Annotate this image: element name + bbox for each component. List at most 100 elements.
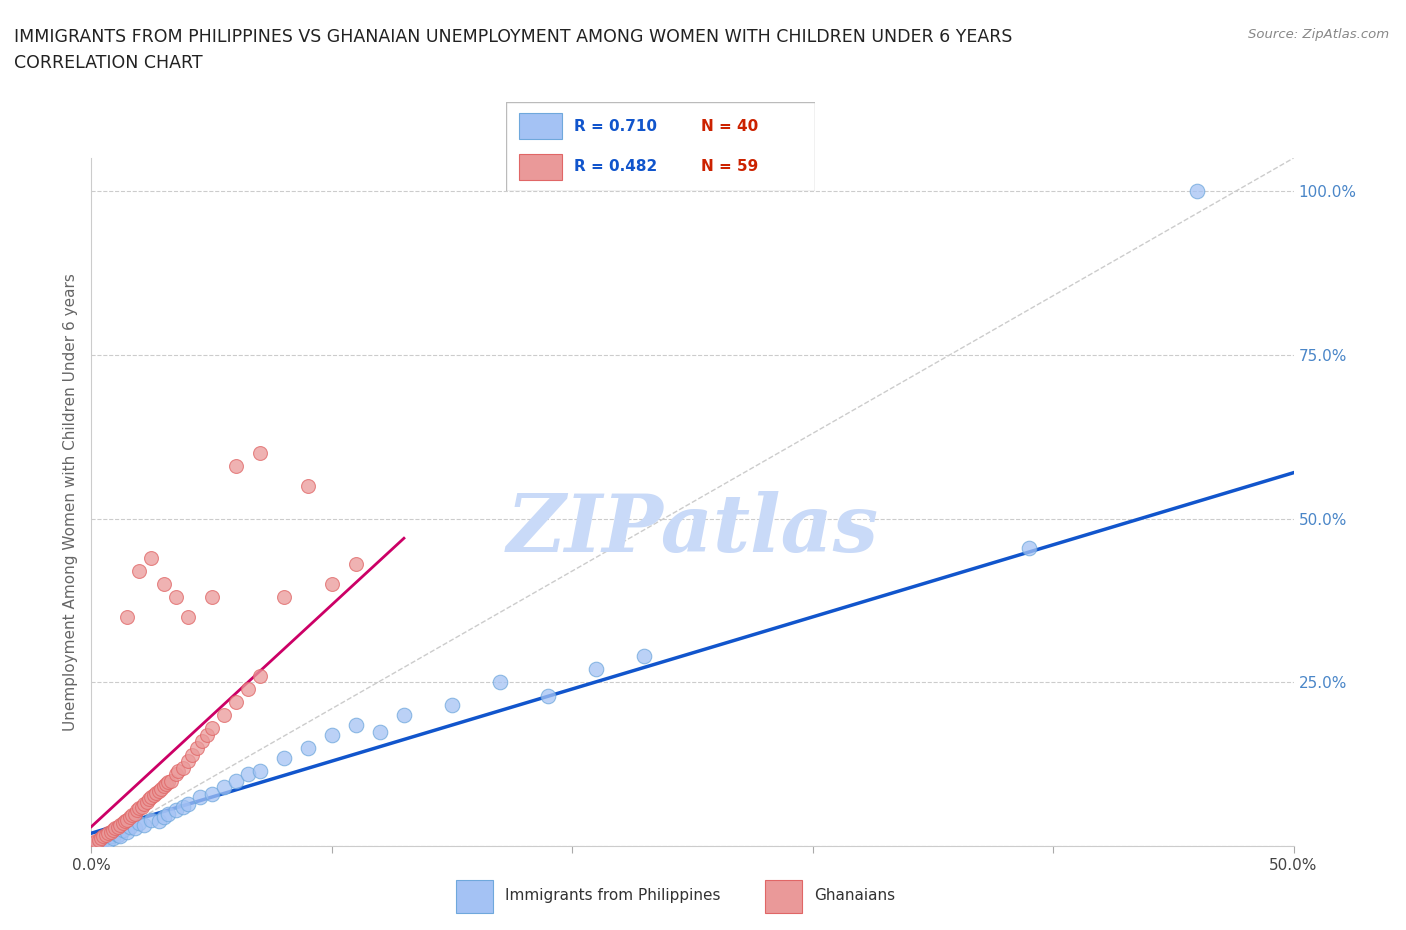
Point (152, 809, 174, 824)
Point (585, 662, 607, 677)
Point (368, 724, 391, 739)
Point (537, 688, 560, 703)
Point (225, 695, 247, 710)
Point (440, 698, 463, 712)
Point (181, 747, 204, 762)
Text: Source: ZipAtlas.com: Source: ZipAtlas.com (1249, 28, 1389, 41)
Point (236, 682, 259, 697)
Point (249, 669, 271, 684)
Point (165, 803, 187, 817)
Point (176, 609, 198, 624)
Point (191, 734, 214, 749)
Text: CORRELATION CHART: CORRELATION CHART (14, 54, 202, 72)
Point (107, 819, 129, 834)
Point (165, 590, 187, 604)
Point (273, 590, 295, 604)
Point (172, 800, 194, 815)
Point (134, 817, 156, 832)
Point (87, 835, 110, 850)
Point (392, 708, 415, 723)
Point (297, 478, 319, 493)
Point (150, 781, 173, 796)
Point (157, 806, 180, 821)
Point (249, 445, 271, 460)
Text: R = 0.710: R = 0.710 (574, 119, 657, 134)
Point (117, 609, 139, 624)
Point (297, 740, 319, 755)
Point (117, 813, 139, 828)
Point (125, 803, 148, 817)
Point (212, 708, 235, 723)
Point (176, 796, 198, 811)
Point (212, 780, 235, 795)
Y-axis label: Unemployment Among Women with Children Under 6 years: Unemployment Among Women with Children U… (63, 273, 79, 731)
Point (172, 760, 194, 775)
Point (118, 819, 141, 834)
Point (188, 790, 211, 804)
Point (225, 774, 247, 789)
Point (128, 801, 150, 816)
Point (100, 829, 122, 844)
Point (104, 826, 127, 841)
Point (83, 835, 105, 850)
Point (100, 824, 122, 839)
Point (141, 790, 163, 804)
Point (142, 788, 165, 803)
Point (131, 800, 153, 815)
FancyBboxPatch shape (456, 880, 492, 913)
Point (195, 727, 218, 742)
Point (104, 820, 127, 835)
Point (249, 764, 271, 778)
Point (344, 557, 367, 572)
Point (201, 787, 224, 802)
Text: IMMIGRANTS FROM PHILIPPINES VS GHANAIAN UNEMPLOYMENT AMONG WOMEN WITH CHILDREN U: IMMIGRANTS FROM PHILIPPINES VS GHANAIAN … (14, 28, 1012, 46)
Point (165, 766, 187, 781)
Point (111, 822, 134, 837)
Point (93, 829, 115, 844)
Point (124, 806, 146, 821)
Point (121, 807, 143, 822)
Point (273, 751, 295, 765)
Point (84, 833, 107, 848)
Point (152, 577, 174, 591)
Text: N = 40: N = 40 (702, 119, 758, 134)
Text: ZIPatlas: ZIPatlas (506, 491, 879, 568)
Point (110, 829, 132, 844)
FancyBboxPatch shape (765, 880, 801, 913)
Point (94, 827, 117, 842)
Point (90, 831, 112, 846)
Point (128, 564, 150, 578)
Point (489, 675, 512, 690)
Point (633, 649, 655, 664)
Point (111, 816, 134, 830)
Point (141, 551, 163, 565)
Point (344, 718, 367, 733)
Point (134, 796, 156, 811)
Point (97, 833, 120, 848)
Text: Ghanaians: Ghanaians (814, 887, 896, 903)
FancyBboxPatch shape (506, 102, 815, 191)
Point (138, 791, 160, 806)
Point (135, 794, 157, 809)
Text: N = 59: N = 59 (702, 159, 758, 174)
Point (176, 753, 198, 768)
FancyBboxPatch shape (519, 113, 562, 140)
Point (167, 764, 190, 778)
Point (107, 827, 129, 842)
Point (201, 590, 224, 604)
Point (321, 577, 343, 591)
Point (145, 785, 167, 800)
Point (1187, 183, 1209, 198)
Point (97, 826, 120, 841)
Point (101, 831, 124, 846)
Point (152, 778, 174, 793)
Point (236, 766, 259, 781)
FancyBboxPatch shape (519, 153, 562, 180)
Text: Immigrants from Philippines: Immigrants from Philippines (505, 887, 720, 903)
Point (155, 777, 177, 791)
Point (186, 740, 208, 755)
Point (148, 814, 170, 829)
Point (117, 824, 139, 839)
Point (321, 727, 343, 742)
Point (87, 832, 110, 847)
